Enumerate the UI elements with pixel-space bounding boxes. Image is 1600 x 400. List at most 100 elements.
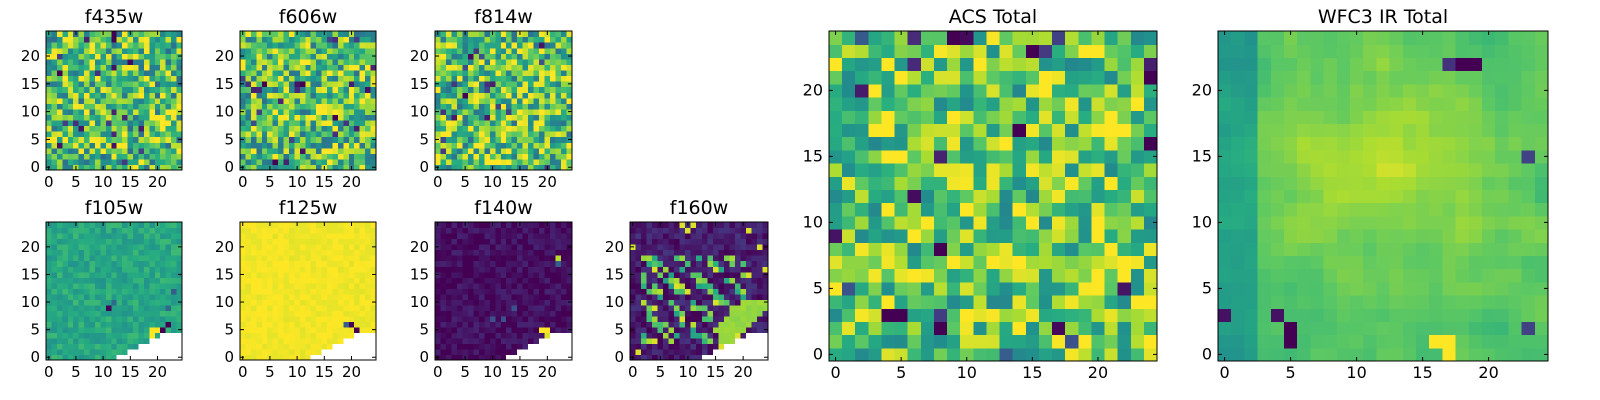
heatmap-cell [305,119,312,127]
heatmap-cell [445,92,453,99]
heatmap-cell [316,158,323,166]
heatmap-cell [528,222,535,229]
heatmap-cell [456,153,463,160]
heatmap-cell [299,97,306,104]
heatmap-cell [522,299,529,306]
x-tick-label: 0 [433,363,443,381]
heatmap-cell [456,321,463,328]
heatmap-cell [332,321,339,328]
heatmap-cell [100,53,107,60]
heatmap-cell [294,36,301,43]
heatmap-cell [359,310,366,317]
heatmap-cell [354,222,361,229]
heatmap-cell [473,332,480,339]
heatmap-cell [506,47,513,54]
heatmap-cell [729,233,736,240]
heatmap-cell [539,36,546,43]
heatmap-cell [440,233,447,240]
heatmap-cell [261,69,268,77]
heatmap-cell [566,304,573,311]
heatmap-cell [78,114,85,121]
heatmap-cell [321,238,328,245]
heatmap-cell [668,343,675,350]
heatmap-cell [56,114,63,121]
heatmap-cell [56,147,63,154]
heatmap-cell [78,53,85,60]
heatmap-cell [674,266,681,273]
heatmap-cell [473,222,480,229]
heatmap-cell [165,348,172,356]
heatmap-cell [707,326,714,333]
heatmap-cell [51,86,58,93]
heatmap-cell [522,36,529,43]
heatmap-cell [321,266,328,273]
heatmap-cell [712,238,719,245]
heatmap-cell [533,69,540,77]
heatmap-cell [1012,255,1027,270]
heatmap-cell [305,326,312,333]
heatmap-cell [451,108,458,115]
heatmap-cell [245,75,252,82]
heatmap-cell [62,233,69,240]
heatmap-cell [171,147,178,154]
heatmap-cell [657,266,664,273]
heatmap-cell [762,282,769,289]
heatmap-cell [635,249,642,256]
heatmap-cell [343,58,350,65]
heatmap-cell [122,142,129,149]
heatmap-cell [278,58,285,65]
heatmap-cell [143,249,150,256]
heatmap-cell [635,343,642,350]
heatmap-cell [641,271,648,278]
heatmap-cell [89,255,96,262]
heatmap-cell [1078,176,1092,190]
heatmap-cell [495,97,502,104]
heatmap-cell [143,47,150,54]
heatmap-cell [73,304,80,311]
heatmap-cell [138,315,145,322]
heatmap-cell [1038,176,1053,190]
heatmap-cell [933,229,948,243]
heatmap-cell [160,277,167,284]
heatmap-cell [256,92,263,99]
heatmap-cell [305,136,312,143]
heatmap-cell [337,260,344,267]
heatmap-cell [506,321,513,328]
heatmap-cell [283,321,290,328]
heatmap-cell [116,288,123,295]
heatmap-cell [56,304,63,311]
heatmap-cell [751,288,758,295]
heatmap-cell [73,81,80,88]
heatmap-cell [343,343,350,350]
heatmap-cell [288,299,295,306]
heatmap-cell [100,315,107,322]
heatmap-cell [522,271,529,278]
heatmap-cell [256,42,263,49]
heatmap-cell [111,119,118,127]
heatmap-cell [881,347,896,362]
heatmap-cell [829,202,843,217]
heatmap-cell [165,31,172,38]
heatmap-cell [451,277,458,284]
x-tick-label: 0 [433,173,443,191]
heatmap-cell [343,293,350,300]
heatmap-cell [321,86,328,93]
heatmap-cell [456,147,463,154]
heatmap-cell [165,233,172,240]
heatmap-cell [62,64,69,71]
heatmap-cell [544,58,551,65]
heatmap-cell [674,315,681,322]
heatmap-cell [89,103,96,110]
heatmap-cell [467,114,474,121]
heatmap-cell [451,238,458,245]
heatmap-cell [127,277,134,284]
heatmap-cell [696,222,703,229]
heatmap-cell [646,326,653,333]
heatmap-cell [165,255,172,262]
heatmap-cell [100,260,107,267]
heatmap-cell [116,304,123,311]
heatmap-cell [343,354,350,361]
heatmap-cell [539,343,546,350]
heatmap-cell [78,64,85,71]
